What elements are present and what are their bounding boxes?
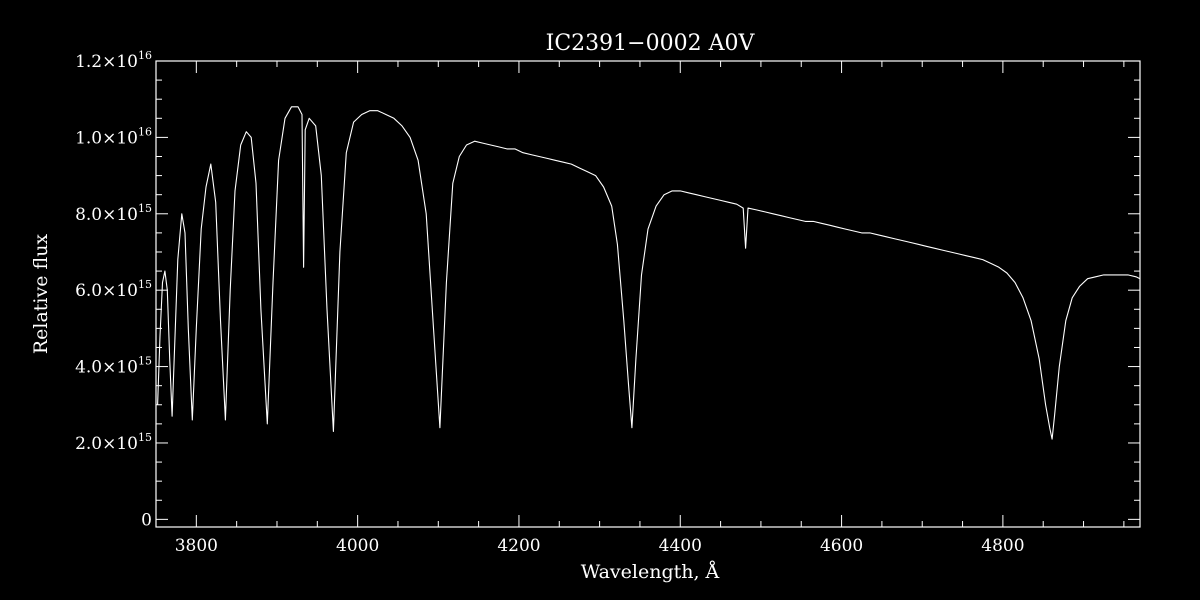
y-tick-label: 6.0×1015 — [75, 278, 152, 301]
y-tick-label: 2.0×1015 — [75, 431, 152, 454]
x-tick-label: 4800 — [981, 536, 1024, 556]
y-tick-labels: 0 2.0×1015 4.0×1015 6.0×1015 8.0×1015 1.0×101… — [75, 49, 152, 530]
x-tick-labels: 3800 4000 4200 4400 4600 4800 — [175, 536, 1025, 556]
x-tick-label: 4200 — [497, 536, 540, 556]
x-tick-label: 3800 — [175, 536, 218, 556]
x-axis-title: Wavelength, Å — [581, 561, 720, 583]
x-tick-label: 4400 — [659, 536, 702, 556]
axis-ticks — [155, 60, 1140, 527]
x-tick-label: 4600 — [820, 536, 863, 556]
plot-frame — [155, 60, 1141, 528]
x-tick-label: 4000 — [336, 536, 379, 556]
y-tick-label: 1.2×1016 — [75, 49, 152, 72]
y-tick-label: 8.0×1015 — [75, 202, 152, 225]
y-tick-label: 0 — [141, 510, 152, 530]
y-tick-label: 1.0×1016 — [75, 125, 152, 148]
chart-title: IC2391−0002 A0V — [546, 31, 756, 56]
y-axis-title: Relative flux — [30, 234, 52, 355]
y-tick-label: 4.0×1015 — [75, 355, 152, 378]
spectrum-line — [157, 106, 1141, 440]
